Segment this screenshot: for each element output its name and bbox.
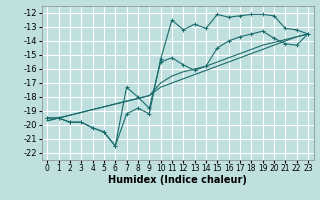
X-axis label: Humidex (Indice chaleur): Humidex (Indice chaleur) [108, 175, 247, 185]
